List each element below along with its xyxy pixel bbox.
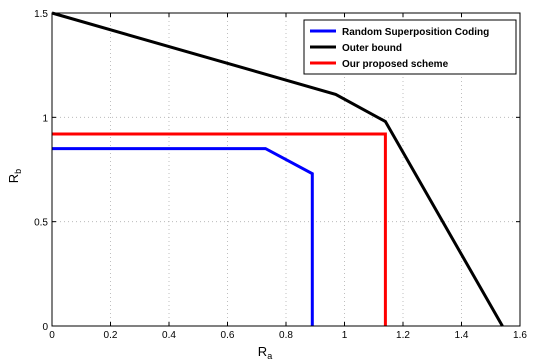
x-tick-label: 1 bbox=[342, 330, 348, 341]
y-tick-label: 1.5 bbox=[34, 9, 48, 20]
x-tick-label: 0.4 bbox=[162, 330, 176, 341]
x-axis-label-sub: a bbox=[267, 351, 272, 361]
x-tick-label: 0.2 bbox=[104, 330, 118, 341]
legend-label: Our proposed scheme bbox=[342, 59, 449, 70]
x-axis-label: Ra bbox=[258, 344, 272, 361]
y-tick-label: 0 bbox=[42, 322, 48, 333]
x-tick-label: 1.6 bbox=[513, 330, 527, 341]
tick-layer: 0 0.2 0.4 0.6 0.8 1 1.2 1.4 1.6 0 0.5 1 1.5 bbox=[34, 9, 527, 341]
y-tick-label: 0.5 bbox=[34, 218, 48, 229]
y-axis-label-main: R bbox=[6, 174, 21, 183]
y-axis-label: Rb bbox=[6, 169, 23, 183]
series-line-2 bbox=[52, 132, 387, 326]
legend: Random Superposition Coding Outer bound Ou… bbox=[303, 19, 517, 75]
legend-label: Outer bound bbox=[342, 43, 402, 54]
y-tick-label: 1 bbox=[42, 113, 48, 124]
x-tick-label: 0 bbox=[49, 330, 55, 341]
x-axis-label-main: R bbox=[258, 344, 267, 359]
legend-box bbox=[303, 19, 517, 75]
series-line-0 bbox=[52, 147, 314, 326]
legend-label: Random Superposition Coding bbox=[342, 27, 489, 38]
y-axis-label-sub: b bbox=[13, 169, 23, 174]
x-tick-label: 1.2 bbox=[396, 330, 410, 341]
x-tick-label: 0.8 bbox=[279, 330, 293, 341]
series-line-1 bbox=[51, 11, 504, 327]
series-layer bbox=[51, 11, 504, 327]
x-tick-label: 1.4 bbox=[455, 330, 469, 341]
x-tick-label: 0.6 bbox=[221, 330, 235, 341]
